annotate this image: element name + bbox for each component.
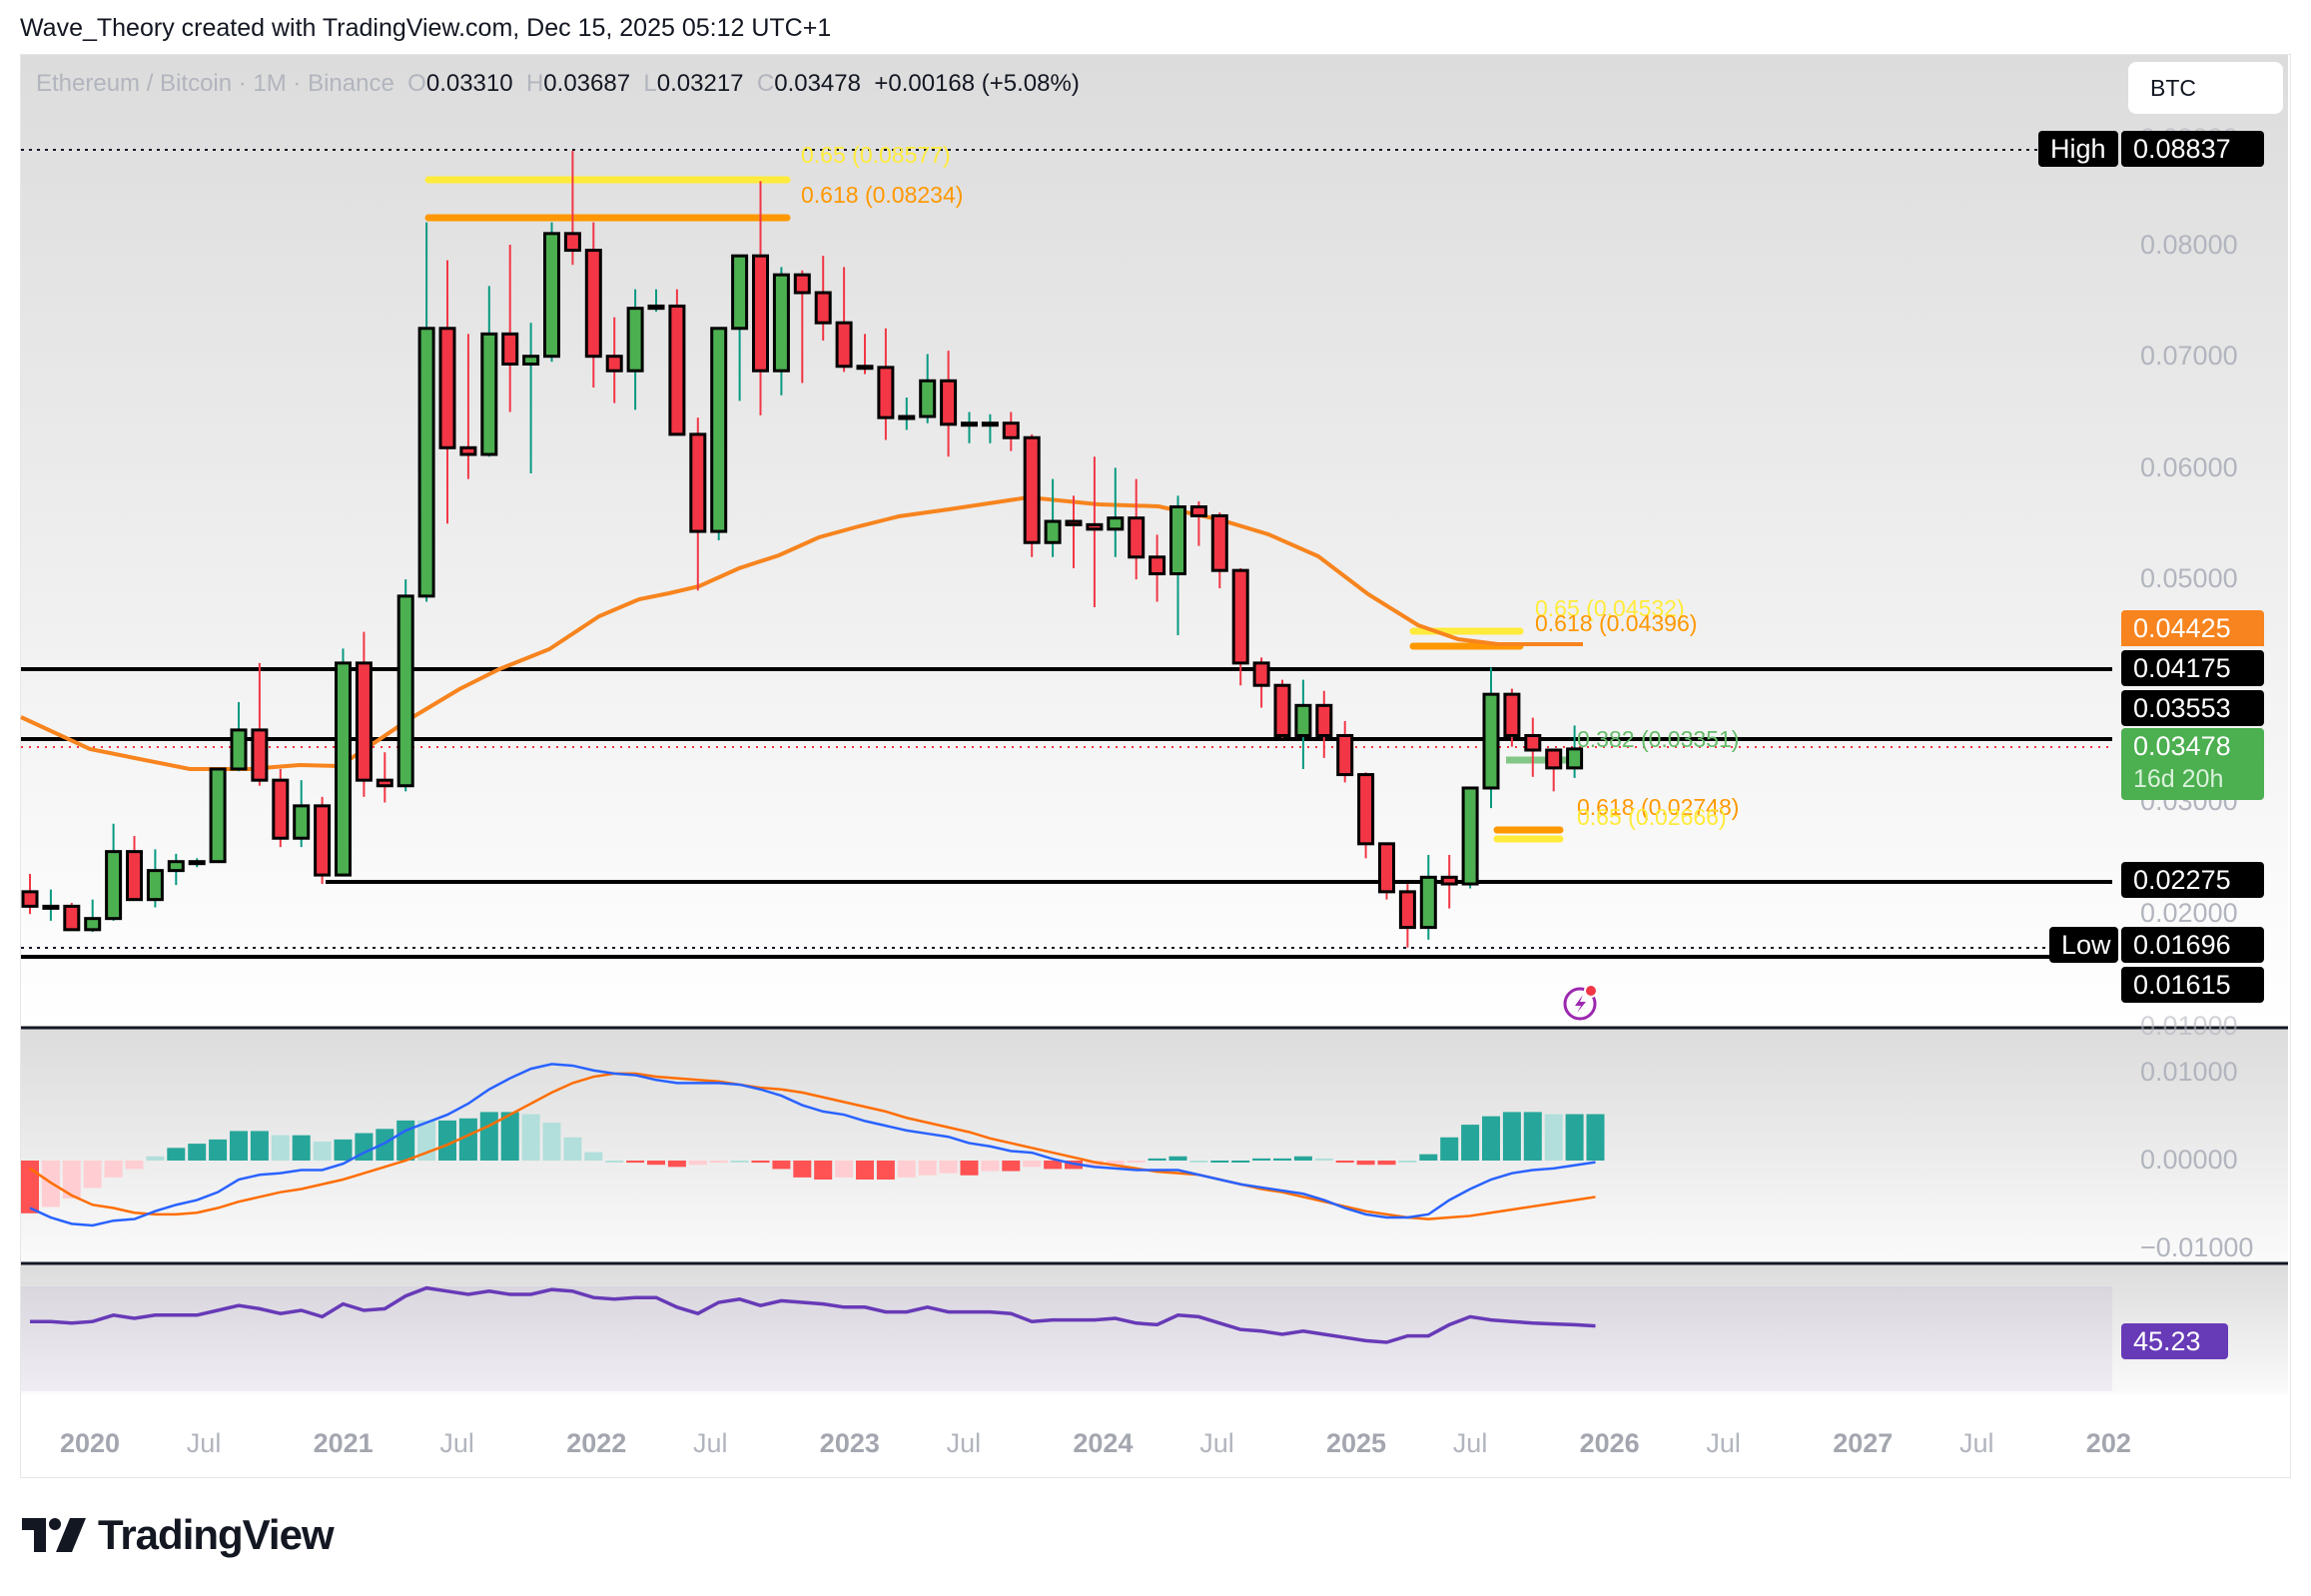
time-tick-year: 2022	[566, 1428, 627, 1458]
tradingview-logo: TradingView	[22, 1511, 335, 1559]
price-tick: 0.08000	[2140, 230, 2238, 260]
fib-label-0382: 0.382 (0.03351)	[1577, 726, 1740, 752]
fib-label-065: 0.65 (0.02666)	[1577, 804, 1727, 830]
time-tick-month: Jul	[693, 1428, 728, 1458]
time-tick-month: Jul	[1959, 1428, 1994, 1458]
macd-tick: 0.00000	[2140, 1145, 2238, 1175]
low-label-tag: Low	[2049, 927, 2118, 963]
time-tick-month: Jul	[186, 1428, 222, 1458]
rsi-value-tag: 45.23	[2121, 1323, 2228, 1359]
symbol-title: Ethereum / Bitcoin · 1M · Binance	[36, 70, 394, 97]
high-price-tag: 0.08837	[2121, 131, 2264, 167]
price-tick: 0.06000	[2140, 452, 2238, 482]
fib-label-0618: 0.618 (0.04396)	[1535, 610, 1698, 636]
macd-tick: 0.01000	[2140, 1057, 2238, 1087]
flash-alert-icon[interactable]	[1562, 982, 1598, 1021]
high-value: 0.03687	[543, 70, 631, 97]
fib-label-065: 0.65 (0.08577)	[801, 142, 951, 168]
resistance-price-tag: 0.04175	[2121, 650, 2264, 686]
currency-button[interactable]: BTC	[2128, 62, 2283, 114]
resistance-price-tag: 0.03553	[2121, 690, 2264, 726]
time-tick-year: 2023	[819, 1428, 880, 1458]
support-price-tag: 0.02275	[2121, 862, 2264, 898]
open-value: 0.03310	[425, 70, 513, 97]
ma-price-tag: 0.04425	[2121, 610, 2264, 646]
support-price-tag: 0.01615	[2121, 967, 2264, 1003]
time-tick-month: Jul	[1452, 1428, 1488, 1458]
low-value: 0.03217	[656, 70, 744, 97]
brand-name: TradingView	[98, 1511, 335, 1558]
time-tick-month: Jul	[946, 1428, 982, 1458]
high-label-tag: High	[2038, 131, 2118, 167]
time-tick-month: Jul	[1199, 1428, 1234, 1458]
price-tick: 0.02000	[2140, 898, 2238, 928]
time-tick-year: 2021	[313, 1428, 374, 1458]
time-tick-month: Jul	[439, 1428, 474, 1458]
chart-credit: Wave_Theory created with TradingView.com…	[20, 14, 832, 42]
symbol-legend: Ethereum / Bitcoin · 1M · Binance O0.033…	[36, 70, 1080, 97]
low-price-tag: 0.01696	[2121, 927, 2264, 963]
last-price-tag: 0.03478 16d 20h	[2121, 728, 2264, 800]
price-tick: 0.05000	[2140, 563, 2238, 593]
last-price: 0.03478	[2133, 731, 2231, 761]
time-tick-year: 2024	[1073, 1428, 1134, 1458]
macd-tick: −0.01000	[2140, 1232, 2254, 1262]
time-tick-year: 2026	[1579, 1428, 1640, 1458]
fib-label-0618: 0.618 (0.02748)	[1577, 794, 1740, 820]
time-tick-year: 202	[2085, 1428, 2131, 1458]
fib-label-065: 0.65 (0.04532)	[1535, 595, 1685, 621]
time-tick-year: 2020	[60, 1428, 121, 1458]
time-tick-month: Jul	[1706, 1428, 1741, 1458]
bar-countdown: 16d 20h	[2133, 765, 2224, 793]
price-tick: 0.07000	[2140, 341, 2238, 371]
tradingview-logo-icon	[22, 1518, 86, 1552]
change-value: +0.00168 (+5.08%)	[874, 70, 1080, 97]
fib-label-0618: 0.618 (0.08234)	[801, 182, 964, 208]
close-value: 0.03478	[774, 70, 861, 97]
time-tick-year: 2027	[1833, 1428, 1894, 1458]
time-tick-year: 2025	[1326, 1428, 1387, 1458]
price-tick: 0.01000	[2140, 1011, 2238, 1041]
